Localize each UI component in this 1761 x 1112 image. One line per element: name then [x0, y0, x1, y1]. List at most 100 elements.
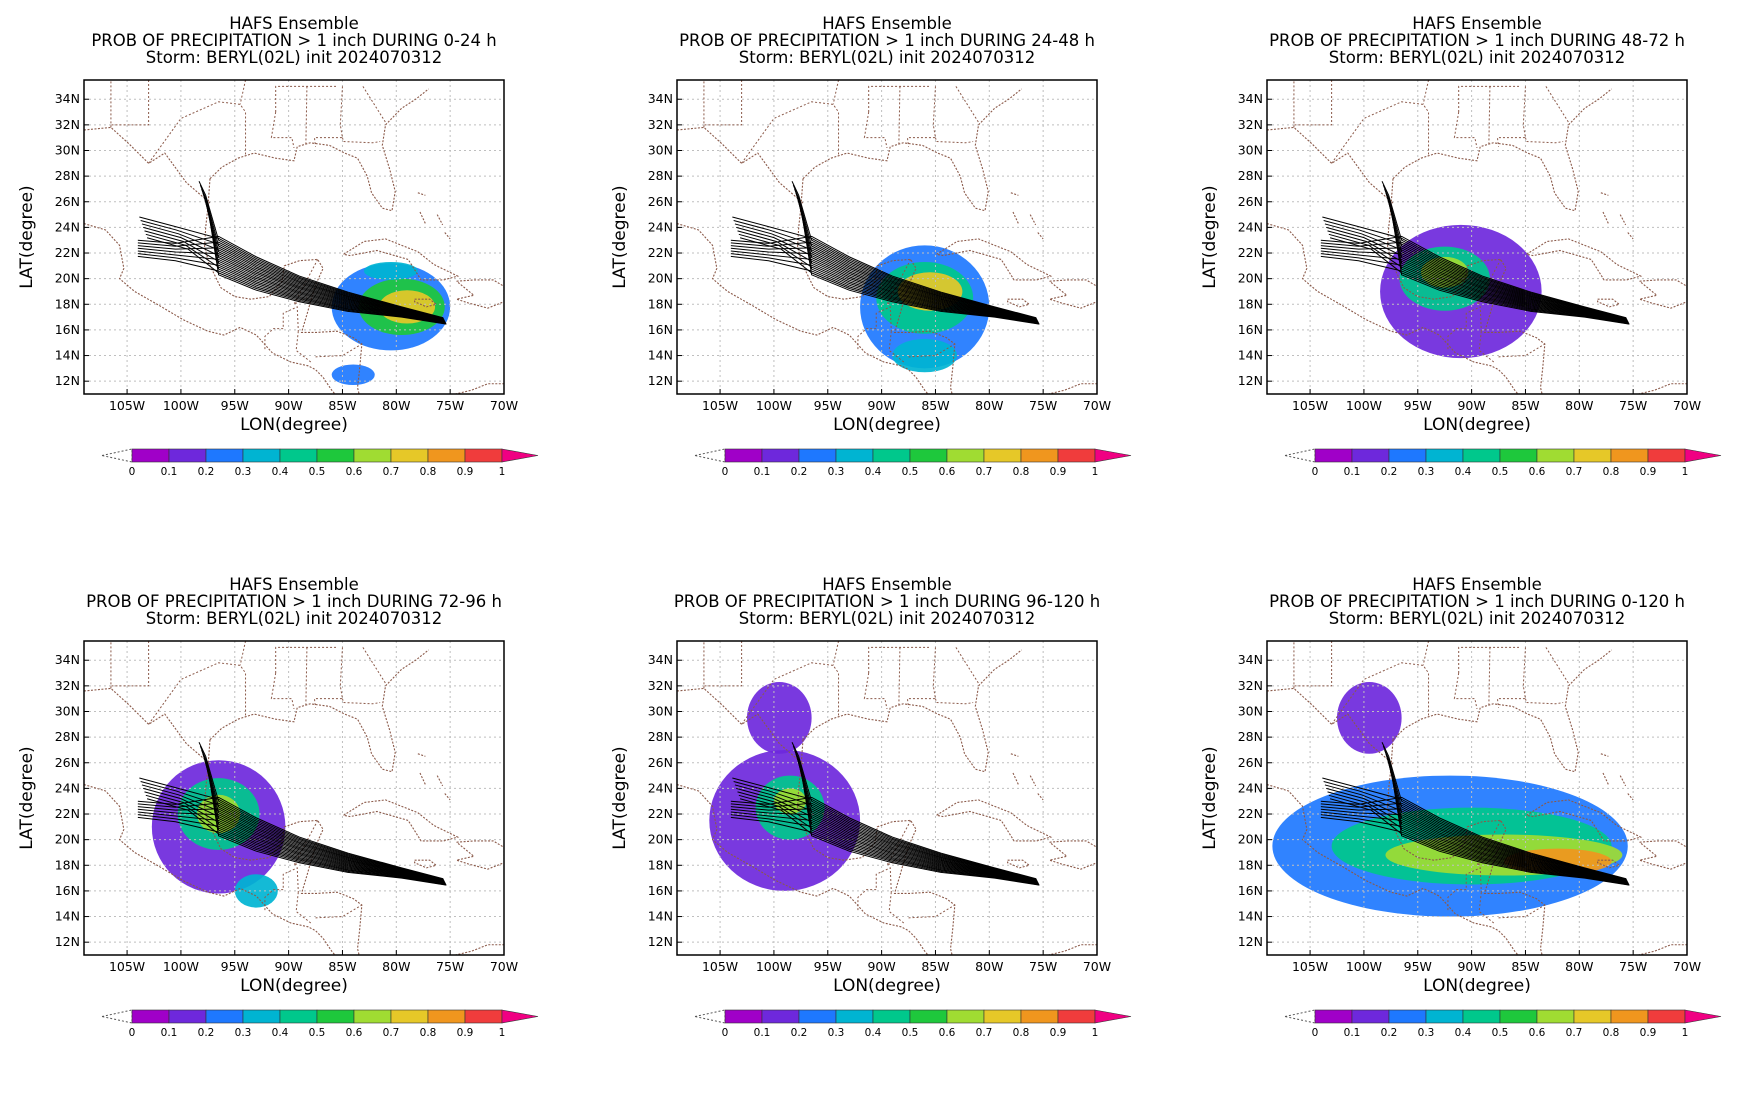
lon-tick-label: 95W	[1404, 959, 1432, 974]
border-line	[934, 137, 974, 144]
border-line	[868, 646, 929, 674]
lon-tick-label: 75W	[436, 398, 464, 413]
lon-tick-label: 85W	[921, 959, 949, 974]
lat-tick-label: 14N	[648, 348, 673, 363]
lat-tick-label: 24N	[648, 219, 673, 234]
colorbar-segment	[353, 1009, 392, 1024]
lon-tick-label: 90W	[274, 398, 302, 413]
ensemble-track	[1382, 184, 1628, 320]
x-axis-label: LON(degree)	[1423, 976, 1531, 996]
colorbar-segment	[131, 1009, 170, 1024]
lat-tick-label: 12N	[1238, 373, 1263, 388]
colorbar-label: 1	[1092, 1027, 1099, 1039]
panel-storm-info: Storm: BERYL(02L) init 2024070312	[146, 48, 442, 67]
ensemble-track	[730, 253, 1039, 324]
ensemble-track	[199, 184, 445, 320]
probability-area	[747, 682, 812, 754]
ensemble-track	[1381, 742, 1627, 880]
colorbar-segment	[464, 1009, 503, 1024]
y-axis-label: LAT(degree)	[1200, 746, 1220, 849]
border-line	[264, 867, 299, 911]
coastline	[1012, 772, 1019, 785]
border-line	[832, 641, 840, 666]
coastline	[1047, 279, 1097, 309]
lat-tick-label: 12N	[1238, 934, 1263, 949]
coastline	[414, 298, 438, 308]
panel-storm-info: Storm: BERYL(02L) init 2024070312	[1329, 48, 1625, 67]
lon-tick-label: 90W	[867, 398, 895, 413]
lon-tick-label: 85W	[921, 398, 949, 413]
lat-tick-label: 12N	[648, 373, 673, 388]
border-line	[898, 86, 901, 146]
lat-tick-label: 26N	[1238, 194, 1263, 209]
colorbar: 0 0.1 0.2 0.3 0.4 0.5 0.6 0.7 0.8 0.9 1	[101, 448, 539, 478]
ensemble-track	[1384, 749, 1628, 882]
lon-tick-label: 90W	[274, 959, 302, 974]
ensemble-track	[1324, 223, 1628, 321]
lat-tick-label: 18N	[648, 296, 673, 311]
ensemble-track	[730, 814, 1039, 885]
border-line	[1488, 647, 1491, 707]
colorbar-segment	[1647, 448, 1686, 463]
colorbar-label: 0.1	[161, 1027, 178, 1039]
ensemble-track	[1320, 253, 1629, 324]
coastline	[436, 214, 444, 226]
colorbar-low-arrow	[1284, 1009, 1316, 1024]
colorbar-high-arrow	[1684, 1009, 1722, 1024]
border-line	[863, 111, 888, 149]
coastline	[343, 238, 460, 281]
coastline	[802, 649, 1022, 773]
ensemble-track	[140, 780, 444, 881]
lon-tick-label: 90W	[867, 959, 895, 974]
colorbar-segment	[761, 448, 800, 463]
x-axis-label: LON(degree)	[240, 415, 348, 435]
colorbar-label: 0.1	[754, 1027, 771, 1039]
lat-tick-label: 20N	[1238, 271, 1263, 286]
colorbar-label: 0.3	[828, 466, 845, 478]
lat-tick-label: 26N	[55, 755, 80, 770]
coastline	[1267, 784, 1519, 955]
map-area	[677, 80, 1097, 394]
lat-tick-label: 22N	[648, 806, 673, 821]
lat-tick-label: 16N	[1238, 883, 1263, 898]
colorbar-label: 0	[1312, 466, 1319, 478]
lat-tick-label: 16N	[55, 883, 80, 898]
colorbar-segment	[798, 448, 837, 463]
ensemble-track	[137, 796, 444, 880]
lon-tick-label: 90W	[1457, 398, 1485, 413]
lon-tick-label: 100W	[163, 398, 199, 413]
colorbar-label: 0.3	[235, 466, 252, 478]
colorbar-label: 0.5	[902, 466, 919, 478]
colorbar-segment	[279, 448, 318, 463]
colorbar-label: 0.1	[1344, 1027, 1361, 1039]
ensemble-track	[792, 745, 1038, 881]
lat-tick-label: 24N	[648, 780, 673, 795]
colorbar-segment	[1425, 448, 1464, 463]
colorbar-label: 0.2	[791, 1027, 808, 1039]
ensemble-track	[198, 742, 444, 880]
coastline	[419, 211, 426, 224]
lat-tick-label: 18N	[1238, 296, 1263, 311]
colorbar: 0 0.1 0.2 0.3 0.4 0.5 0.6 0.7 0.8 0.9 1	[1284, 448, 1722, 478]
colorbar-segment	[761, 1009, 800, 1024]
lat-tick-label: 22N	[1238, 806, 1263, 821]
colorbar-label: 0.6	[939, 1027, 956, 1039]
coastline	[1602, 211, 1609, 224]
border-line	[1422, 80, 1430, 105]
x-axis-label: LON(degree)	[1423, 415, 1531, 435]
border-line	[1545, 86, 1569, 123]
coastline	[677, 687, 804, 765]
ensemble-track	[734, 784, 1038, 882]
colorbar-segment	[168, 448, 207, 463]
colorbar-segment	[1462, 1009, 1501, 1024]
lon-tick-label: 75W	[1029, 398, 1057, 413]
border-line	[1293, 80, 1333, 126]
colorbar-segment	[835, 1009, 874, 1024]
lon-tick-label: 70W	[1083, 959, 1111, 974]
map-frame	[83, 79, 505, 395]
lon-tick-label: 80W	[1565, 398, 1593, 413]
coastline	[1046, 383, 1097, 394]
border-line	[955, 647, 979, 684]
y-axis-label: LAT(degree)	[610, 746, 630, 849]
lat-tick-label: 18N	[55, 857, 80, 872]
